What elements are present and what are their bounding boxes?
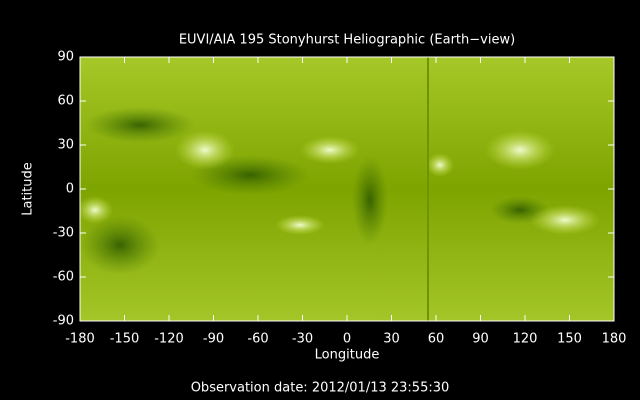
solar-map (80, 57, 614, 321)
chart-title: EUVI/AIA 195 Stonyhurst Heliographic (Ea… (179, 33, 515, 48)
x-tick-label: 150 (557, 332, 582, 347)
x-tick-label: 30 (383, 332, 400, 347)
y-tick-label: 0 (66, 182, 74, 197)
x-tick-label: 90 (472, 332, 489, 347)
x-tick-label: -150 (110, 332, 140, 347)
x-tick-label: 120 (513, 332, 538, 347)
bright-region (530, 205, 600, 235)
y-tick-label: 90 (57, 50, 74, 65)
dark-region (80, 215, 160, 275)
x-tick-label: 60 (428, 332, 445, 347)
bright-region (485, 130, 555, 170)
y-tick-label: -90 (53, 314, 74, 329)
map-background (80, 57, 614, 321)
bright-region (275, 215, 325, 235)
dark-region (352, 155, 388, 245)
y-tick-label: -60 (53, 270, 74, 285)
bright-region (175, 130, 235, 170)
dark-region (85, 107, 195, 143)
x-axis-label: Longitude (315, 348, 380, 363)
x-tick-label: -30 (292, 332, 313, 347)
y-tick-label: 60 (57, 94, 74, 109)
y-tick-label: 30 (57, 138, 74, 153)
x-tick-label: -180 (65, 332, 95, 347)
bright-region (426, 153, 454, 177)
x-tick-label: 180 (602, 332, 627, 347)
x-tick-label: -60 (247, 332, 268, 347)
y-tick-label: -30 (53, 226, 74, 241)
x-tick-label: -120 (154, 332, 184, 347)
bright-region (80, 196, 113, 224)
x-tick-label: 0 (343, 332, 351, 347)
footer: Observation date: 2012/01/13 23:55:30 (191, 381, 450, 396)
x-tick-label: -90 (203, 332, 224, 347)
y-axis-label: Latitude (21, 162, 36, 216)
bright-region (300, 136, 360, 164)
